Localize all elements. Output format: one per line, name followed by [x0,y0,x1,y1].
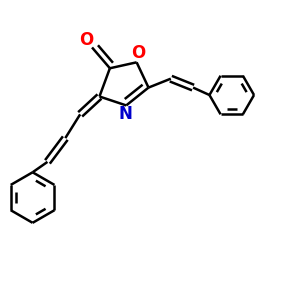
Text: O: O [131,44,145,62]
Text: N: N [119,105,133,123]
Text: O: O [79,31,93,49]
